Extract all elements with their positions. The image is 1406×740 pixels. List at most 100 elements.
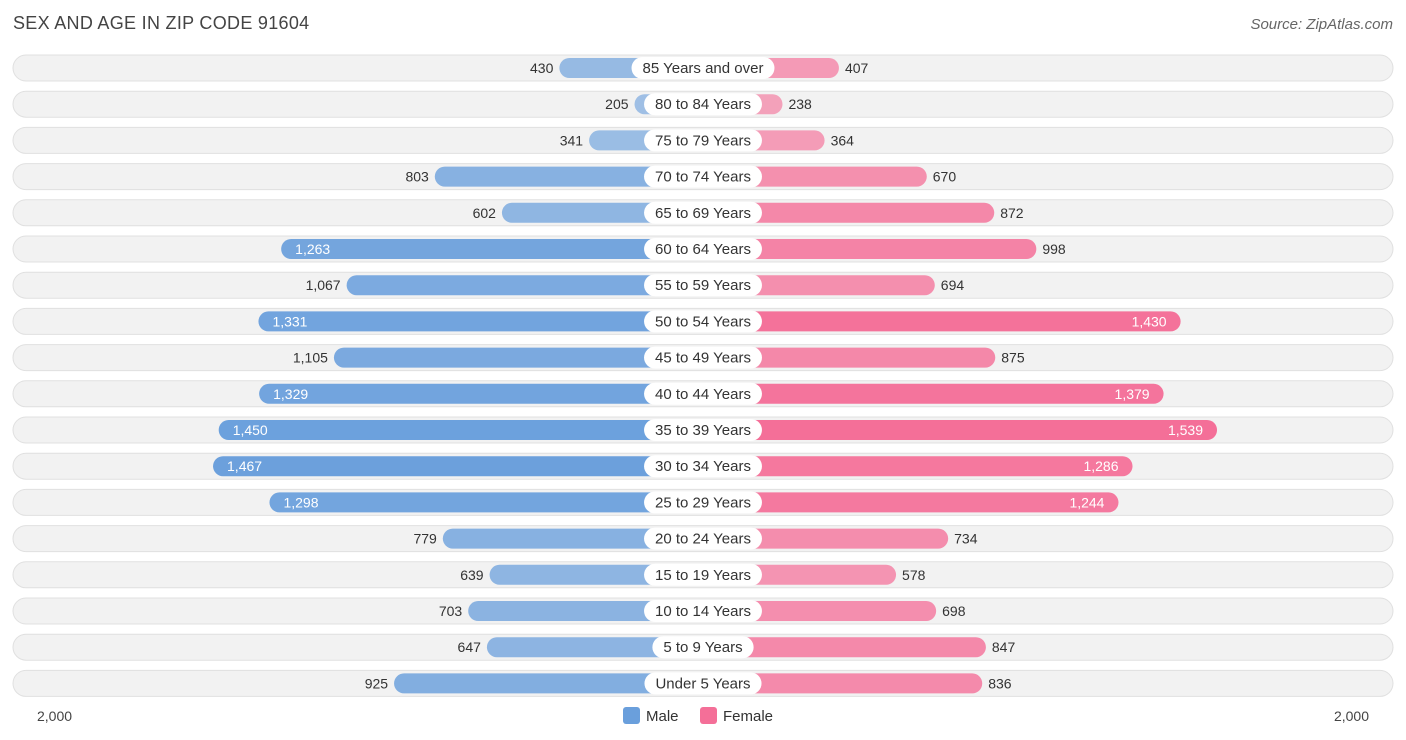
bar-male [346,275,703,296]
bar-female [703,637,986,658]
value-label-male: 1,329 [273,386,308,402]
category-label: 30 to 34 Years [655,458,751,475]
bar-female [703,601,937,621]
category-label: 40 to 44 Years [655,386,751,403]
chart-rows: 85 Years and over 430 407 80 to 84 Years 205… [12,54,1394,697]
value-label-female: 1,286 [1083,458,1118,474]
value-label-male: 602 [473,205,497,221]
bar-female [703,347,996,368]
bar-male [213,456,703,477]
category-pill [644,527,762,550]
category-label: 5 to 9 Years [663,639,742,656]
category-label: 75 to 79 Years [655,132,751,149]
axis-left-label: 2,000 [37,708,72,724]
chart-row: Under 5 Years 925 836 [12,669,1394,697]
category-pill [644,419,762,441]
value-label-male: 1,298 [283,494,318,510]
value-label-male: 647 [458,639,482,655]
bar-female [703,673,983,694]
bar-female [703,275,935,296]
category-label: 70 to 74 Years [655,169,751,186]
value-label-female: 1,379 [1115,386,1150,402]
value-label-female: 998 [1042,241,1066,257]
category-label: 65 to 69 Years [655,205,751,222]
value-label-female: 1,430 [1132,313,1167,329]
chart-row: 55 to 59 Years 1,067 694 [12,271,1394,299]
category-label: 10 to 14 Years [655,603,751,620]
value-label-female: 694 [941,277,965,293]
chart-row: 30 to 34 Years 1,467 1,286 [12,452,1394,480]
bar-male [259,383,703,404]
chart-row: 10 to 14 Years 703 698 [12,597,1394,625]
bar-female [703,456,1133,477]
chart-row: 40 to 44 Years 1,329 1,379 [12,380,1394,408]
chart-row: 35 to 39 Years 1,450 1,539 [12,416,1394,444]
chart-row: 75 to 79 Years 341 364 [12,126,1394,154]
category-label: 60 to 64 Years [655,241,751,258]
chart-row: 85 Years and over 430 407 [12,54,1394,82]
category-pill [644,672,762,695]
legend-female-label: Female [723,708,773,725]
category-pill [644,274,762,297]
bar-male [442,528,703,549]
bar-male [434,166,703,187]
value-label-female: 847 [992,639,1016,655]
bar-female [703,420,1218,440]
chart-source: Source: ZipAtlas.com [1250,16,1393,33]
chart-row: 20 to 24 Years 779 734 [12,525,1394,553]
value-label-female: 1,244 [1069,494,1104,510]
value-label-male: 1,331 [272,313,307,329]
bar-male [218,420,703,440]
category-label: 35 to 39 Years [655,422,751,439]
bar-male [486,637,703,658]
value-label-female: 407 [845,60,869,76]
chart-row: 70 to 74 Years 803 670 [12,163,1394,191]
chart-row: 15 to 19 Years 639 578 [12,561,1394,589]
value-label-female: 872 [1000,205,1024,221]
bar-female [703,383,1164,404]
category-label: 85 Years and over [643,60,764,77]
category-pill [644,93,762,116]
category-label: 80 to 84 Years [655,96,751,113]
bar-female [703,528,949,549]
category-pill [644,600,762,622]
category-label: 55 to 59 Years [655,277,751,294]
bar-male [468,601,703,621]
category-pill [644,455,762,478]
value-label-male: 779 [413,531,437,547]
bar-female [703,202,995,223]
value-label-male: 341 [560,132,584,148]
value-label-female: 875 [1001,350,1025,366]
value-label-female: 578 [902,567,926,583]
chart-row: 5 to 9 Years 647 847 [12,633,1394,661]
category-label: 45 to 49 Years [655,350,751,367]
category-pill [644,238,762,260]
value-label-male: 1,450 [233,422,268,438]
value-label-male: 703 [439,603,463,619]
bar-male [281,239,703,259]
category-pill [644,491,762,514]
chart-row: 50 to 54 Years 1,331 1,430 [12,307,1394,335]
bar-male [258,311,703,332]
legend-male-swatch [623,707,640,724]
category-label: 50 to 54 Years [655,313,751,330]
chart-row: 25 to 29 Years 1,298 1,244 [12,488,1394,516]
chart-row: 60 to 64 Years 1,263 998 [12,235,1394,263]
value-label-male: 430 [530,60,554,76]
category-label: Under 5 Years [655,675,750,692]
category-label: 20 to 24 Years [655,531,751,548]
category-pill [644,563,762,586]
bar-female [703,239,1037,259]
value-label-male: 1,067 [306,277,341,293]
category-pill [644,310,762,333]
value-label-female: 1,539 [1168,422,1203,438]
category-pill [644,165,762,188]
category-pill [644,201,762,224]
value-label-female: 734 [954,531,978,547]
value-label-male: 1,105 [293,350,328,366]
value-label-male: 925 [365,675,389,691]
value-label-male: 205 [605,96,629,112]
category-pill [644,129,762,152]
category-pill [631,57,775,79]
